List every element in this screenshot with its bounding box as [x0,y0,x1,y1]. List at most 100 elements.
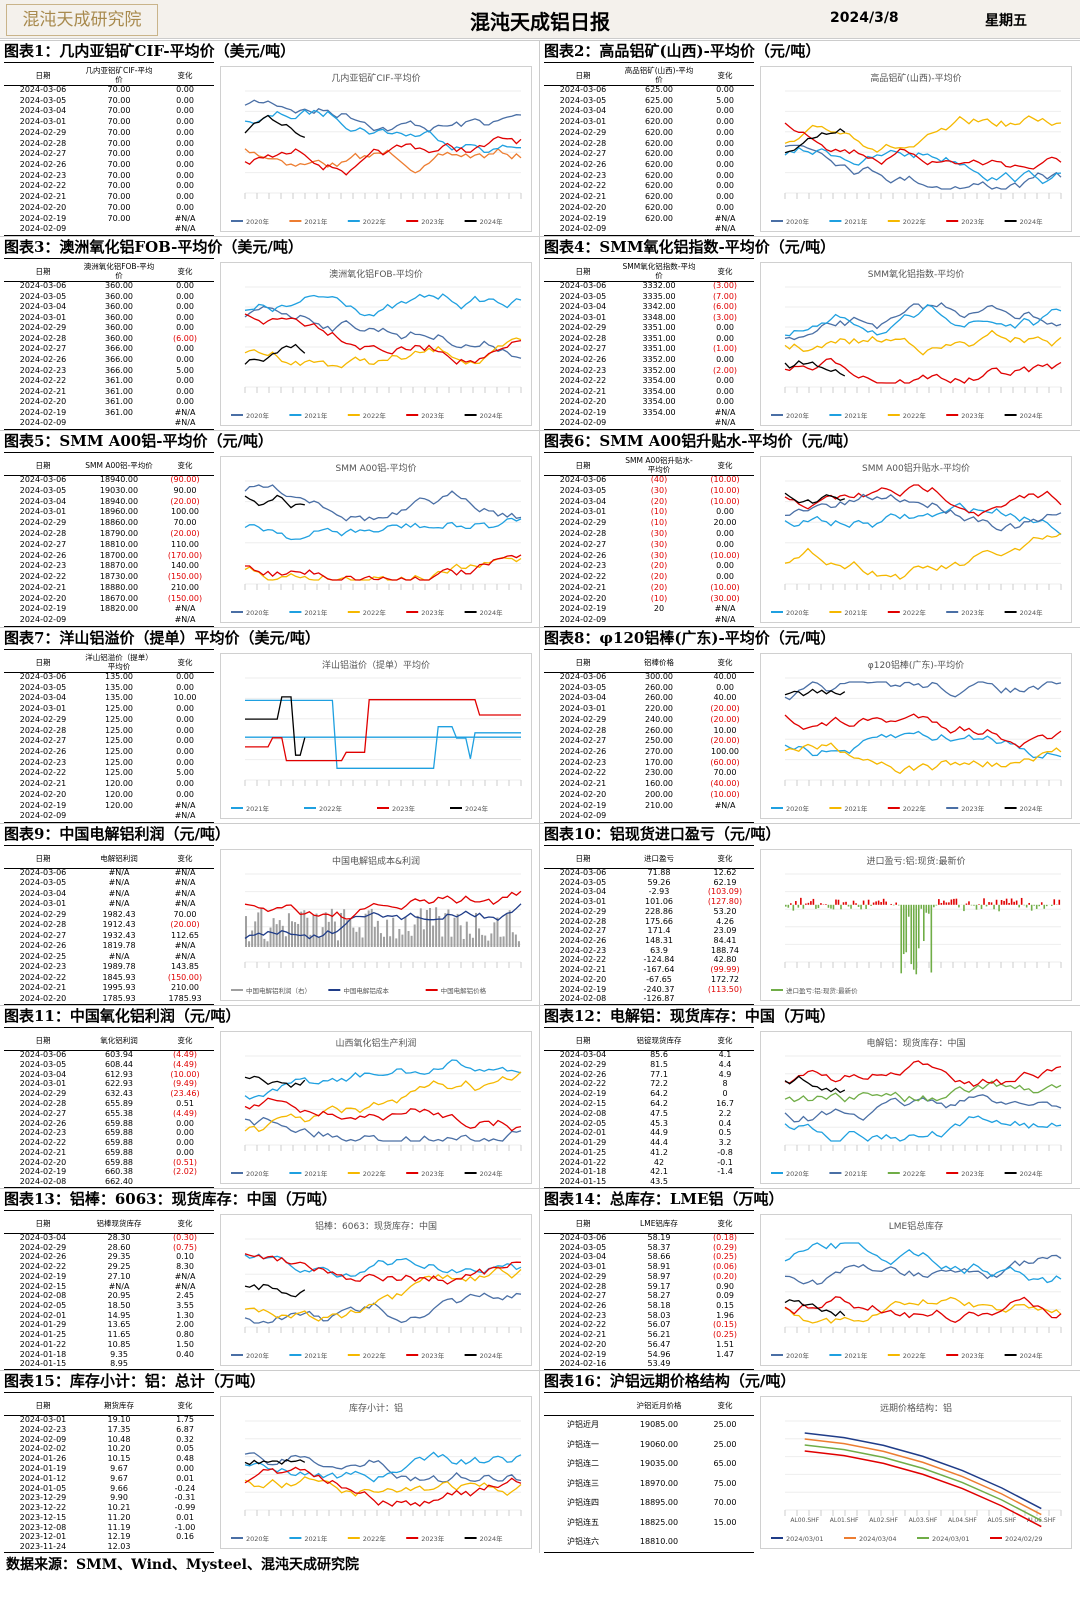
bar [978,904,980,905]
series-line [244,99,522,133]
table-cell: 2024-02-20 [559,202,607,212]
table-cell: 0.00 [716,170,734,180]
table-cell: 200.00 [645,789,673,799]
table-cell: 2024-02-27 [19,344,67,354]
table-cell: 2024-02-22 [559,1320,607,1330]
table-cell: 2024-02-20 [19,1157,67,1167]
table-cell: 620.00 [645,138,673,148]
legend-label: 2024年 [480,1351,504,1360]
bar [1010,898,1013,905]
table-cell: 0.00 [176,725,194,735]
table-cell: 2024-03-06 [559,672,607,681]
bar [441,936,444,947]
table-cell: 18860.00 [99,518,139,528]
legend-label: 2022年 [363,1169,387,1178]
table-cell: 64.2 [650,1089,668,1099]
bar [257,912,260,947]
bar [915,904,918,975]
table-cell: 59.17 [647,1281,671,1291]
bar [318,937,321,947]
table-cell: -0.31 [174,1493,196,1503]
table-cell: 2024-02-16 [559,1359,607,1369]
table-cell: 2024-02-23 [19,1128,67,1138]
table-cell: 45.3 [650,1118,668,1128]
table-cell: 2024-02-19 [19,1167,67,1177]
table-cell: 2024-02-26 [19,1252,67,1262]
bar [1058,899,1061,905]
table-cell: (30.00) [710,593,740,603]
table-cell: -240.37 [643,984,675,994]
table-cell: 70.00 [107,95,131,105]
bar [468,933,471,947]
table-cell: 2024-02-23 [19,1424,67,1434]
table-cell: 172.72 [711,974,739,984]
bar [278,920,281,947]
table-cell: (0.20) [712,1271,738,1281]
table-cell: 8.95 [110,1359,128,1369]
column-header: 电解铝利润 [100,853,138,863]
table-cell: 59.26 [647,877,671,887]
series-line [244,1283,306,1298]
table-cell: 2023-12-29 [19,1493,67,1503]
x-tick-label: AL00.SHF [790,1517,819,1524]
header-rule [544,281,754,282]
series-line [244,147,522,174]
table-cell: 2024-02-27 [559,736,607,746]
data-table: 沪铝近月价格 变化 沪铝近月 19085.00 25.00 沪铝连一 19060.00 25.… [544,1392,754,1553]
bar [892,904,895,906]
column-header: 日期 [575,266,591,276]
legend-label: 2024年 [1020,217,1044,226]
series-line [244,343,306,365]
table-cell: 2024-02-26 [19,941,67,951]
series-line [784,144,1062,190]
table-cell: 0.00 [176,1138,194,1148]
table-cell: 40.00 [713,693,737,703]
bar [907,904,910,917]
legend-label: 2023年 [961,1351,985,1360]
table-cell: 148.31 [645,936,673,945]
series-line [244,136,522,176]
bar [872,902,875,905]
table-cell: 1.30 [176,1310,194,1320]
bar [511,932,514,947]
chart: 洋山铝溢价（提单）平均价 2021年 2022年 2023年 2024年 [231,659,522,813]
table-cell: 0.00 [176,757,194,767]
table-cell: 2024-02-15 [559,1098,607,1108]
legend-label: 2021年 [844,411,868,420]
table-cell: #N/A [108,899,130,909]
bar [435,907,438,947]
bar [1025,904,1028,908]
panel: 图表6：SMM A00铝升贴水-平均价（元/吨） 日期 SMM A00铝升贴水-平均… [540,430,1080,627]
table-cell: 2024-02-26 [19,747,67,756]
table-cell: 3354.00 [642,376,676,386]
bar [444,913,447,947]
table-cell: (0.06) [712,1262,738,1272]
table-cell: 12.62 [713,868,737,877]
table-cell: 2024-02-26 [559,1069,607,1079]
table-cell: 0.00 [176,138,194,148]
table-cell: (0.18) [712,1233,738,1242]
table-cell: 2024-03-05 [19,682,67,692]
column-header: 变化 [717,1218,733,1228]
panel-title: 图表6：SMM A00铝升贴水-平均价（元/吨） [544,432,858,450]
legend-label: 2022年 [363,608,387,617]
table-cell: 0.00 [716,149,734,159]
table-cell: 2024-02-22 [19,181,67,191]
table-cell: 143.85 [171,962,199,972]
table-cell: 0.00 [716,117,734,127]
panel: 图表16：沪铝远期价格结构（元/吨） 沪铝近月价格 变化 沪铝近月 19085.00 25… [540,1370,1080,1553]
chart-title: 澳洲氧化铝FOB-平均价 [329,268,423,280]
bar [327,921,330,947]
table-cell: 0.00 [176,117,194,127]
chart-title: 几内亚铝矿CIF-平均价 [331,72,420,84]
chart-box: 洋山铝溢价（提单）平均价 2021年 2022年 2023年 2024年 [220,653,532,819]
table-cell: 29.25 [107,1262,131,1272]
bar [422,929,425,947]
series-line [244,1253,522,1285]
legend-label: 2023年 [421,1351,445,1360]
table-cell: 120.00 [105,800,133,810]
table-cell: (1.00) [712,344,738,354]
bar [837,899,840,905]
bar [505,913,508,947]
